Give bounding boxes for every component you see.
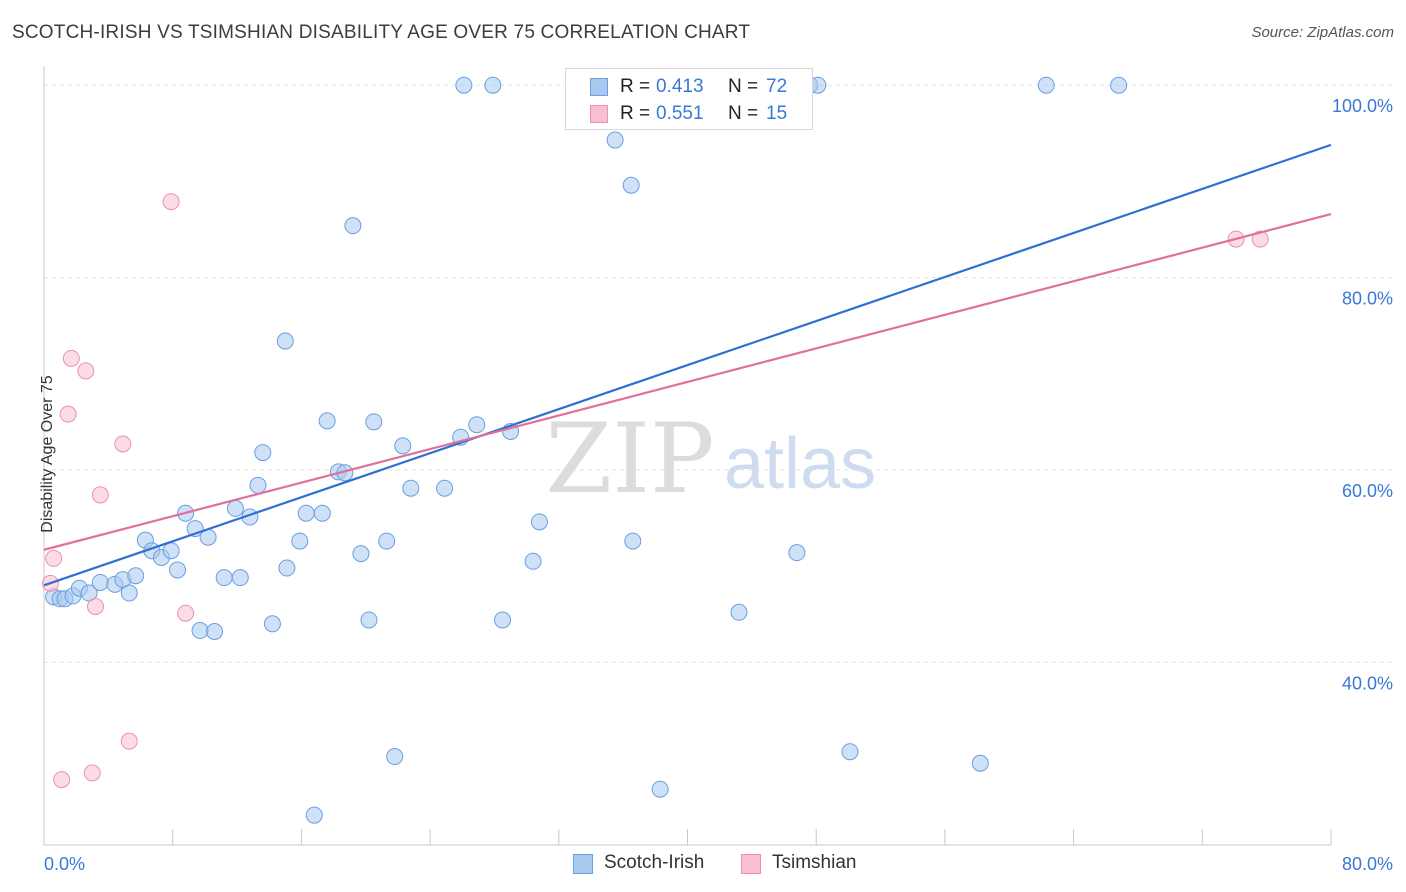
- watermark-zip: ZIP: [545, 403, 714, 515]
- grid-lines: [44, 84, 1392, 663]
- legend-swatch-tsimshian: [590, 105, 608, 123]
- legend-r-label: R =: [620, 103, 651, 124]
- y-tick-label: 80.0%: [1342, 289, 1393, 309]
- bottom-legend-swatch-tsimshian: [741, 854, 761, 874]
- trend-line: [43, 213, 1332, 551]
- data-point: [91, 486, 109, 504]
- data-point: [77, 362, 95, 380]
- data-point: [402, 479, 420, 497]
- trend-lines: [43, 143, 1332, 587]
- data-point: [365, 413, 383, 431]
- data-point: [971, 754, 989, 772]
- data-point: [386, 748, 404, 766]
- data-point: [62, 349, 80, 367]
- data-point: [162, 542, 180, 560]
- data-point: [606, 131, 624, 149]
- data-point: [788, 544, 806, 562]
- data-point: [378, 532, 396, 550]
- data-point: [114, 435, 132, 453]
- data-point: [1251, 230, 1269, 248]
- data-point: [651, 780, 669, 798]
- data-point: [493, 611, 511, 629]
- legend-n-label: N =: [728, 76, 759, 97]
- watermark-atlas: atlas: [724, 424, 876, 504]
- data-point: [169, 561, 187, 579]
- points: [41, 76, 1269, 824]
- axes: [43, 66, 1332, 846]
- data-point: [86, 597, 104, 615]
- data-point: [278, 559, 296, 577]
- data-point: [83, 764, 101, 782]
- bottom-legend-swatch-scotch-irish: [573, 854, 593, 874]
- data-point: [1110, 76, 1128, 94]
- y-tick-label: 100.0%: [1332, 96, 1393, 116]
- data-point: [468, 416, 486, 434]
- data-point: [226, 499, 244, 517]
- data-point: [276, 332, 294, 350]
- data-point: [318, 412, 336, 430]
- data-point: [344, 217, 362, 235]
- y-tick-labels: 40.0% 60.0% 80.0% 100.0%: [1332, 96, 1393, 693]
- y-tick-label: 40.0%: [1342, 673, 1393, 693]
- data-point: [524, 552, 542, 570]
- data-point: [263, 615, 281, 633]
- legend-n-value: 72: [766, 76, 788, 97]
- y-axis-title: Disability Age Over 75: [39, 375, 56, 533]
- data-point: [360, 611, 378, 629]
- data-point: [91, 573, 109, 591]
- x-tick-labels: 0.0% 80.0%: [44, 854, 1393, 874]
- legend-n-label: N =: [728, 103, 759, 124]
- data-point: [313, 504, 331, 522]
- data-point: [120, 732, 138, 750]
- chart-title: SCOTCH-IRISH VS TSIMSHIAN DISABILITY AGE…: [12, 22, 751, 43]
- data-point: [841, 743, 859, 761]
- data-point: [231, 569, 249, 587]
- data-point: [191, 622, 209, 640]
- data-point: [530, 513, 548, 531]
- legend-r-label: R =: [620, 76, 651, 97]
- data-point: [254, 444, 272, 462]
- x-tick-label: 0.0%: [44, 854, 85, 874]
- stats-legend: R = 0.413 N = 72 R = 0.551 N = 15: [565, 68, 813, 130]
- data-point: [622, 176, 640, 194]
- data-point: [177, 604, 195, 622]
- source-label: Source: ZipAtlas.com: [1251, 24, 1394, 41]
- data-point: [162, 193, 180, 211]
- data-point: [291, 532, 309, 550]
- data-point: [249, 476, 267, 494]
- x-tick-label: 80.0%: [1342, 854, 1393, 874]
- y-tick-label: 60.0%: [1342, 481, 1393, 501]
- data-point: [455, 76, 473, 94]
- data-point: [394, 437, 412, 455]
- legend-swatch-scotch-irish: [590, 78, 608, 96]
- legend-r-value: 0.413: [656, 76, 704, 97]
- data-point: [1037, 76, 1055, 94]
- data-point: [45, 549, 63, 567]
- data-point: [624, 532, 642, 550]
- data-point: [53, 771, 71, 789]
- data-point: [215, 569, 233, 587]
- bottom-legend-label: Scotch-Irish: [604, 852, 705, 873]
- data-point: [436, 479, 454, 497]
- data-point: [206, 622, 224, 640]
- data-point: [730, 603, 748, 621]
- data-point: [59, 405, 77, 423]
- data-point: [305, 806, 323, 824]
- data-point: [127, 567, 145, 585]
- bottom-legend-label: Tsimshian: [772, 852, 857, 873]
- data-point: [120, 584, 138, 602]
- legend-r-value: 0.551: [656, 103, 704, 124]
- data-point: [352, 545, 370, 563]
- trend-line: [43, 143, 1332, 587]
- legend-n-value: 15: [766, 103, 788, 124]
- data-point: [297, 504, 315, 522]
- data-point: [484, 76, 502, 94]
- watermark: ZIP atlas: [545, 403, 876, 515]
